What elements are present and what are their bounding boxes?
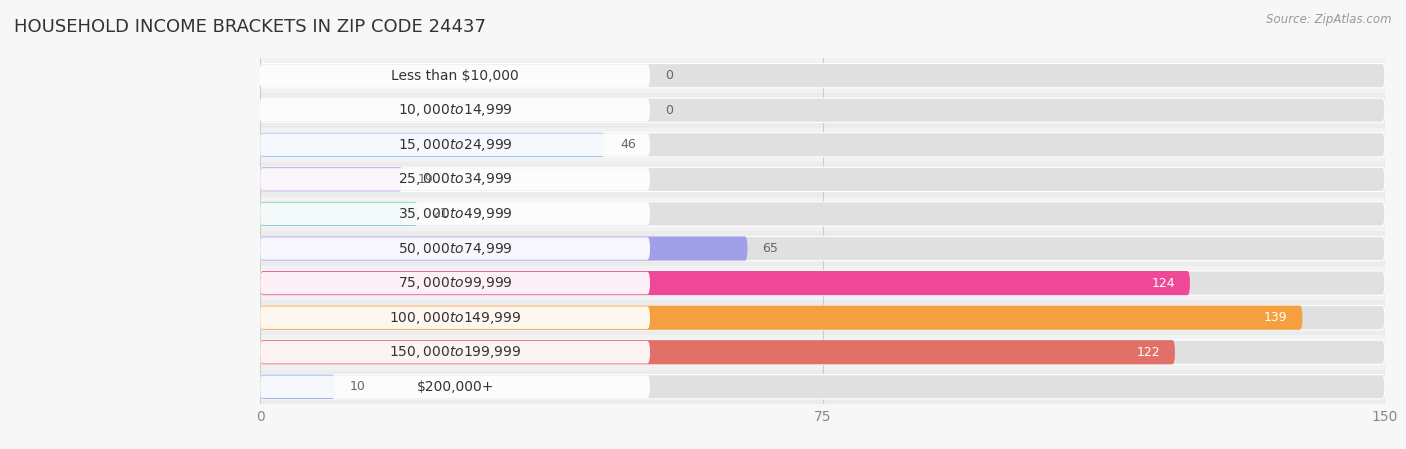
- Text: $15,000 to $24,999: $15,000 to $24,999: [398, 137, 512, 153]
- Bar: [260, 128, 1385, 162]
- FancyBboxPatch shape: [260, 306, 650, 329]
- FancyBboxPatch shape: [260, 64, 650, 87]
- FancyBboxPatch shape: [260, 237, 1385, 260]
- Text: 0: 0: [665, 69, 673, 82]
- Text: $10,000 to $14,999: $10,000 to $14,999: [398, 102, 512, 118]
- FancyBboxPatch shape: [260, 167, 1385, 191]
- Text: $150,000 to $199,999: $150,000 to $199,999: [389, 344, 522, 360]
- FancyBboxPatch shape: [260, 375, 1385, 399]
- Text: Less than $10,000: Less than $10,000: [391, 69, 519, 83]
- Text: 19: 19: [418, 173, 433, 186]
- Text: 122: 122: [1136, 346, 1160, 359]
- Text: 46: 46: [620, 138, 636, 151]
- FancyBboxPatch shape: [260, 306, 1302, 330]
- FancyBboxPatch shape: [260, 98, 1385, 122]
- Bar: [260, 231, 1385, 266]
- FancyBboxPatch shape: [260, 133, 650, 156]
- Bar: [260, 197, 1385, 231]
- Bar: [260, 162, 1385, 197]
- FancyBboxPatch shape: [260, 237, 650, 260]
- FancyBboxPatch shape: [260, 271, 1189, 295]
- Bar: [260, 335, 1385, 370]
- Text: $100,000 to $149,999: $100,000 to $149,999: [389, 310, 522, 326]
- Bar: [260, 300, 1385, 335]
- FancyBboxPatch shape: [260, 202, 650, 225]
- Bar: [260, 266, 1385, 300]
- Text: Source: ZipAtlas.com: Source: ZipAtlas.com: [1267, 13, 1392, 26]
- Text: 0: 0: [665, 104, 673, 117]
- Bar: [260, 93, 1385, 128]
- Bar: [260, 58, 1385, 93]
- Text: 65: 65: [762, 242, 779, 255]
- FancyBboxPatch shape: [260, 133, 1385, 157]
- FancyBboxPatch shape: [260, 133, 605, 157]
- FancyBboxPatch shape: [260, 306, 1385, 330]
- FancyBboxPatch shape: [260, 375, 335, 399]
- Text: HOUSEHOLD INCOME BRACKETS IN ZIP CODE 24437: HOUSEHOLD INCOME BRACKETS IN ZIP CODE 24…: [14, 18, 486, 36]
- FancyBboxPatch shape: [260, 99, 650, 122]
- FancyBboxPatch shape: [260, 168, 650, 191]
- FancyBboxPatch shape: [260, 64, 1385, 88]
- Text: 21: 21: [433, 207, 449, 220]
- Text: 10: 10: [350, 380, 366, 393]
- FancyBboxPatch shape: [260, 202, 418, 226]
- Text: $75,000 to $99,999: $75,000 to $99,999: [398, 275, 512, 291]
- FancyBboxPatch shape: [260, 340, 1175, 364]
- FancyBboxPatch shape: [260, 341, 650, 364]
- FancyBboxPatch shape: [260, 340, 1385, 364]
- Text: 139: 139: [1264, 311, 1288, 324]
- FancyBboxPatch shape: [260, 237, 748, 260]
- Text: $200,000+: $200,000+: [416, 380, 494, 394]
- FancyBboxPatch shape: [260, 167, 402, 191]
- FancyBboxPatch shape: [260, 202, 1385, 226]
- FancyBboxPatch shape: [260, 272, 650, 295]
- FancyBboxPatch shape: [260, 375, 650, 398]
- Text: $50,000 to $74,999: $50,000 to $74,999: [398, 241, 512, 256]
- FancyBboxPatch shape: [260, 271, 1385, 295]
- Bar: [260, 370, 1385, 404]
- Text: 124: 124: [1152, 277, 1175, 290]
- Text: $35,000 to $49,999: $35,000 to $49,999: [398, 206, 512, 222]
- Text: $25,000 to $34,999: $25,000 to $34,999: [398, 172, 512, 187]
